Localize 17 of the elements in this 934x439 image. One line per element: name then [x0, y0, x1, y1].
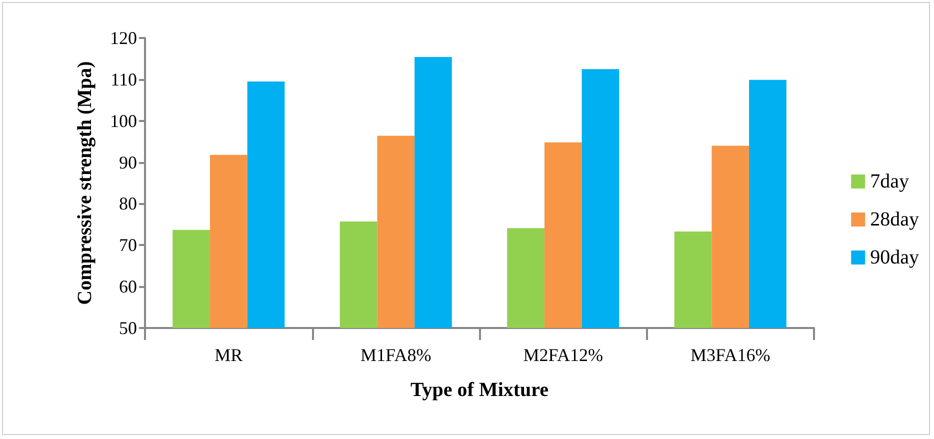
y-tick-label: 90 [119, 152, 137, 172]
y-tick-label: 70 [119, 235, 137, 256]
y-tick-label: 120 [110, 28, 137, 48]
y-tick-label: 110 [110, 69, 137, 90]
y-axis-title: Compressive strength (Mpa) [74, 61, 96, 305]
x-tick-label: MR [214, 345, 243, 365]
y-tick-label: 100 [110, 110, 137, 131]
x-tick-label: M1FA8% [360, 345, 432, 365]
legend-label: 28day [870, 208, 920, 230]
x-tick-label: M3FA16% [690, 345, 770, 365]
y-tick-label: 50 [119, 318, 137, 338]
legend-label: 90day [870, 246, 920, 268]
y-tick-label: 60 [119, 276, 137, 297]
x-tick-label: M2FA12% [523, 345, 603, 365]
x-axis-title: Type of Mixture [410, 379, 549, 401]
legend-label: 7day [870, 170, 910, 192]
y-tick-label: 80 [119, 194, 137, 214]
